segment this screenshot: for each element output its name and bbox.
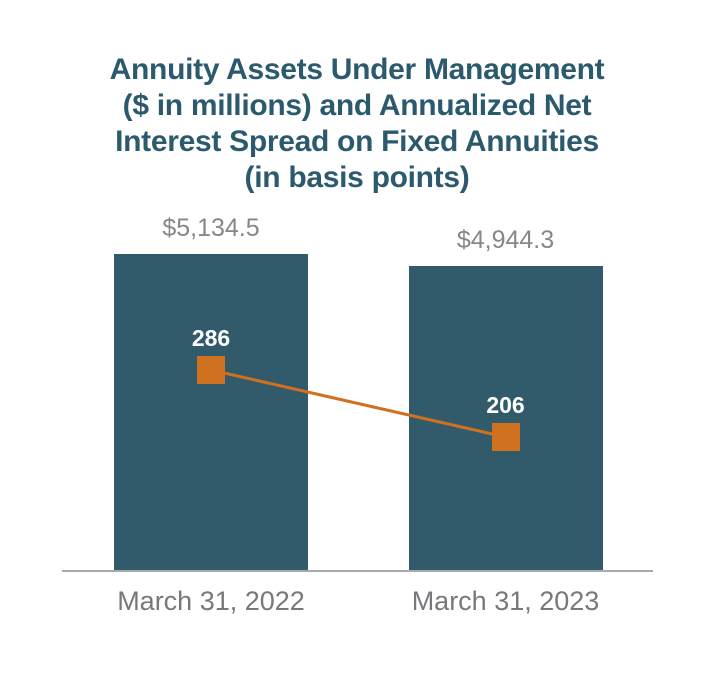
chart-title-line-1: Annuity Assets Under Management (109, 53, 605, 86)
bar-value-label-2023: $4,944.3 (456, 226, 555, 254)
spread-value-label-2022: 286 (191, 325, 231, 351)
x-axis-label-2023: March 31, 2023 (411, 586, 600, 616)
chart-title-line-3: Interest Spread on Fixed Annuities (115, 125, 599, 158)
bar-2022 (114, 254, 308, 571)
spread-marker-2023 (491, 423, 520, 451)
spread-marker-2022 (197, 356, 225, 384)
bar-value-label-2022: $5,134.5 (162, 214, 260, 242)
spread-value-label-2023: 206 (486, 392, 525, 418)
chart-title: Annuity Assets Under Management ($ in mi… (0, 52, 714, 196)
chart-title-line-2: ($ in millions) and Annualized Net (122, 89, 592, 122)
chart-title-line-4: (in basis points) (244, 161, 470, 194)
x-axis-line (62, 570, 653, 572)
x-axis-label-2022: March 31, 2022 (117, 586, 305, 616)
